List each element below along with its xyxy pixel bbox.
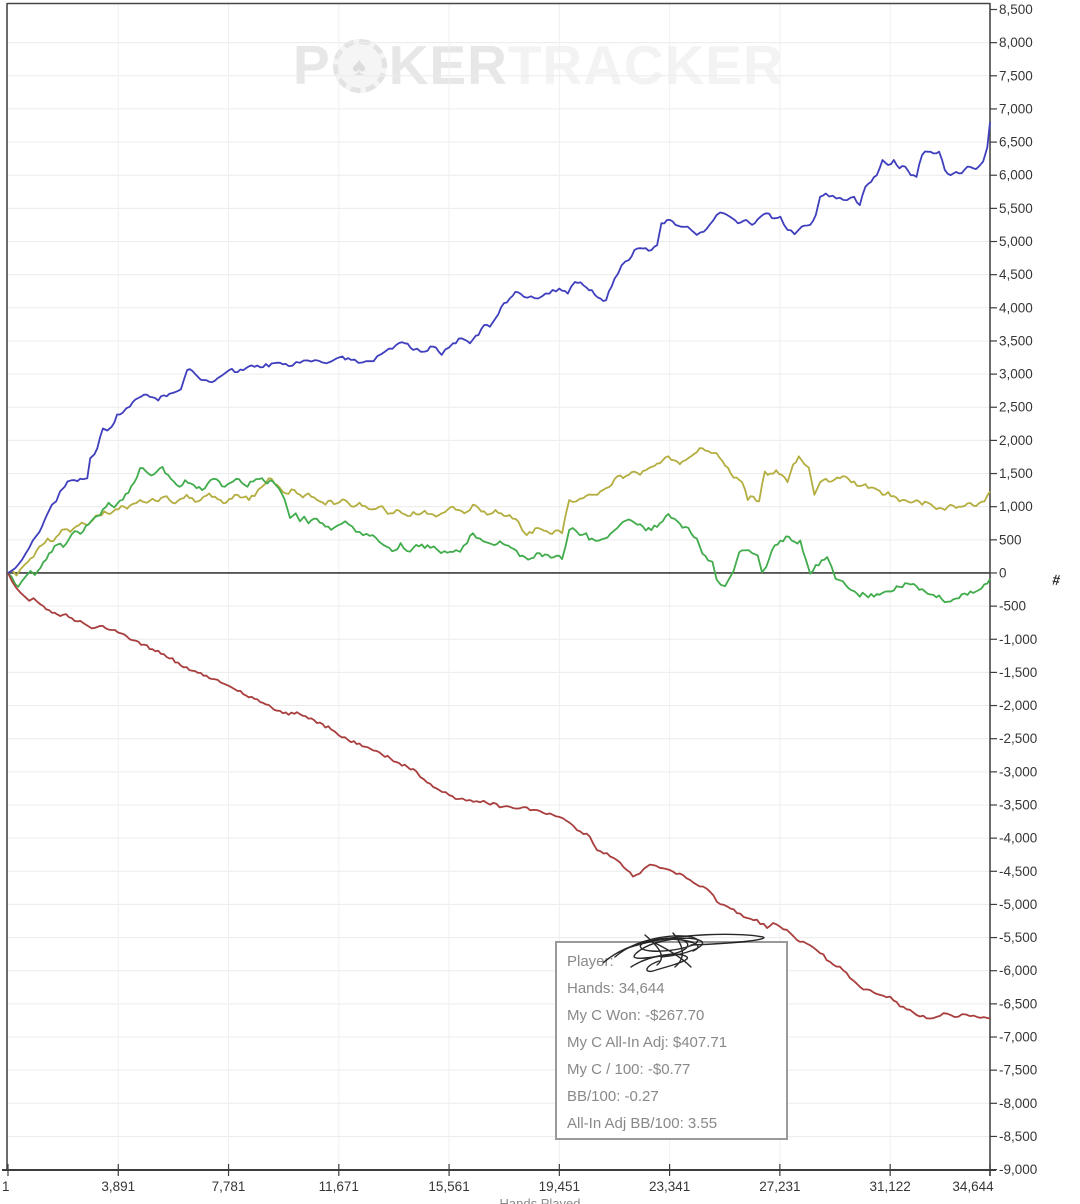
svg-text:-3,000: -3,000: [999, 764, 1037, 779]
svg-text:11,671: 11,671: [319, 1179, 359, 1194]
watermark-text-p: P: [293, 34, 331, 96]
tooltip-player-row: Player:: [567, 932, 786, 975]
spade-icon: ♠: [352, 50, 368, 81]
svg-text:5,500: 5,500: [999, 201, 1033, 216]
svg-text:1,500: 1,500: [999, 466, 1033, 481]
watermark-text-ker: KER: [388, 34, 508, 96]
svg-text:-2,500: -2,500: [999, 731, 1037, 746]
svg-text:23,341: 23,341: [649, 1179, 690, 1194]
svg-text:15,561: 15,561: [428, 1179, 469, 1194]
poker-chip-icon: ♠: [332, 38, 387, 93]
svg-text:-5,500: -5,500: [999, 930, 1037, 945]
svg-text:7,781: 7,781: [212, 1179, 246, 1194]
green-line: [7, 465, 991, 604]
watermark-text-tracker: TRACKER: [507, 34, 784, 96]
svg-text:-8,500: -8,500: [999, 1129, 1037, 1144]
tooltip-my-c-all-in-adj: My C All-In Adj: $407.71: [567, 1034, 728, 1051]
svg-text:2,000: 2,000: [999, 433, 1033, 448]
x-axis-title-clip: Hands Played: [400, 1196, 680, 1204]
blue-line: [7, 122, 991, 574]
svg-text:1,000: 1,000: [999, 499, 1033, 514]
svg-text:-7,000: -7,000: [999, 1030, 1037, 1045]
svg-text:-8,000: -8,000: [999, 1096, 1037, 1111]
svg-text:-500: -500: [999, 599, 1026, 614]
svg-text:3,500: 3,500: [999, 333, 1033, 348]
svg-text:1: 1: [2, 1179, 10, 1194]
svg-text:7,500: 7,500: [999, 68, 1033, 83]
tooltip-bb-per-100: BB/100: -0.27: [567, 1088, 659, 1105]
svg-text:31,122: 31,122: [870, 1179, 911, 1194]
svg-text:4,000: 4,000: [999, 300, 1033, 315]
svg-text:-5,000: -5,000: [999, 897, 1037, 912]
tooltip-my-c-won: My C Won: -$267.70: [567, 1007, 705, 1024]
stats-tooltip: Player: Hands: 34,644 My C Won: -$267.70…: [555, 932, 788, 1140]
svg-text:19,451: 19,451: [539, 1179, 580, 1194]
svg-text:-2,000: -2,000: [999, 698, 1037, 713]
svg-text:0: 0: [999, 565, 1007, 580]
svg-text:7,000: 7,000: [999, 101, 1033, 116]
svg-text:4,500: 4,500: [999, 267, 1033, 282]
svg-text:34,644: 34,644: [952, 1179, 994, 1194]
svg-text:-7,500: -7,500: [999, 1063, 1037, 1078]
svg-text:-6,500: -6,500: [999, 996, 1037, 1011]
svg-text:500: 500: [999, 532, 1022, 547]
olive-line: [7, 447, 991, 577]
tooltip-all-in-adj-bb-per-100: All-In Adj BB/100: 3.55: [567, 1115, 718, 1132]
x-axis-title: Hands Played: [499, 1196, 581, 1204]
svg-text:6,500: 6,500: [999, 135, 1033, 150]
pokertracker-watermark: P ♠ KER TRACKER: [293, 38, 784, 93]
svg-text:-6,000: -6,000: [999, 963, 1037, 978]
svg-text:2,500: 2,500: [999, 400, 1033, 415]
red-line: [7, 572, 991, 1020]
tooltip-my-c-per-100: My C / 100: -$0.77: [567, 1061, 691, 1078]
svg-text:-9,000: -9,000: [999, 1162, 1037, 1177]
svg-text:6,000: 6,000: [999, 168, 1033, 183]
svg-text:-3,500: -3,500: [999, 797, 1037, 812]
svg-text:8,000: 8,000: [999, 35, 1033, 50]
svg-text:27,231: 27,231: [759, 1179, 800, 1194]
svg-text:3,000: 3,000: [999, 367, 1033, 382]
svg-text:-4,000: -4,000: [999, 831, 1037, 846]
svg-text:-1,000: -1,000: [999, 632, 1037, 647]
tooltip-hands: Hands: 34,644: [567, 980, 665, 997]
tooltip-player-label: Player:: [567, 953, 614, 970]
svg-text:5,000: 5,000: [999, 234, 1033, 249]
svg-text:-4,500: -4,500: [999, 864, 1037, 879]
svg-text:3,891: 3,891: [101, 1179, 135, 1194]
svg-text:-1,500: -1,500: [999, 665, 1037, 680]
svg-text:8,500: 8,500: [999, 2, 1033, 17]
